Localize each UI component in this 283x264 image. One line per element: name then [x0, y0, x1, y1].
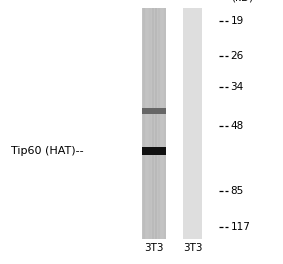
Bar	[151, 8, 154, 239]
Bar	[183, 8, 202, 239]
Bar	[160, 8, 163, 239]
Text: 26: 26	[231, 51, 244, 61]
Bar	[142, 8, 166, 239]
Bar	[142, 147, 166, 155]
Bar	[155, 8, 157, 239]
Text: 117: 117	[231, 222, 250, 232]
Bar	[145, 8, 148, 239]
Text: Tip60 (HAT)--: Tip60 (HAT)--	[11, 146, 84, 156]
Text: 48: 48	[231, 121, 244, 131]
Text: 34: 34	[231, 82, 244, 92]
Bar	[143, 8, 145, 239]
Text: 3T3: 3T3	[183, 243, 202, 253]
Bar	[164, 8, 166, 239]
Text: 3T3: 3T3	[145, 243, 164, 253]
Text: 19: 19	[231, 16, 244, 26]
Bar	[149, 8, 151, 239]
Bar	[142, 108, 166, 114]
Text: 85: 85	[231, 186, 244, 196]
Text: (kD): (kD)	[231, 0, 253, 2]
Bar	[158, 8, 160, 239]
